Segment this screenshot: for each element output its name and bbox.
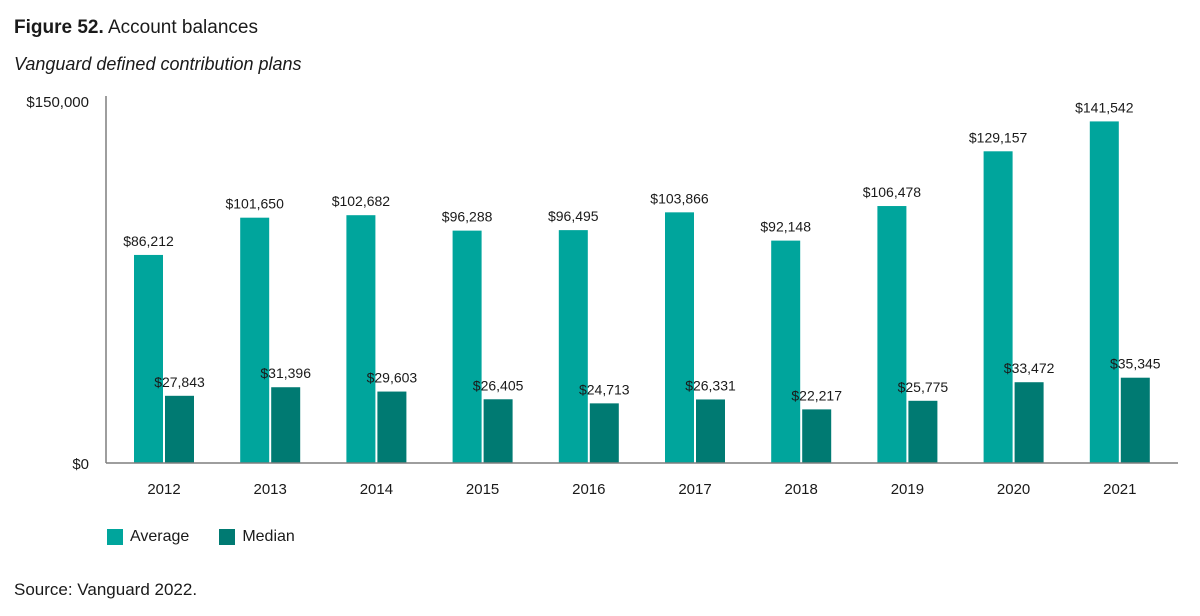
data-label-median: $31,396 [260, 365, 311, 381]
bar-median [802, 409, 832, 463]
y-tick-label: $0 [72, 456, 89, 473]
bar-median [483, 399, 513, 463]
legend-swatch-average [107, 529, 123, 545]
data-label-median: $33,472 [1004, 360, 1055, 376]
legend-label-median: Median [242, 528, 295, 545]
data-label-average: $106,478 [863, 184, 922, 200]
data-label-average: $86,212 [123, 233, 174, 249]
x-tick-label: 2019 [891, 481, 924, 498]
data-label-median: $26,331 [685, 377, 736, 393]
bar-median [1014, 382, 1044, 463]
data-label-average: $129,157 [969, 129, 1028, 145]
bar-average [877, 206, 907, 464]
data-label-median: $25,775 [898, 379, 949, 395]
y-tick-label: $150,000 [26, 94, 89, 111]
data-label-average: $102,682 [332, 193, 391, 209]
legend-item-average: Average [107, 528, 189, 546]
data-label-average: $92,148 [760, 219, 811, 235]
data-label-median: $24,713 [579, 381, 630, 397]
bar-median [696, 399, 725, 463]
data-label-median: $26,405 [473, 377, 524, 393]
x-tick-label: 2012 [147, 481, 180, 498]
bar-median [1120, 377, 1150, 463]
legend-label-average: Average [130, 528, 190, 545]
data-label-average: $96,495 [548, 208, 599, 224]
data-label-average: $101,650 [225, 196, 284, 212]
x-tick-label: 2015 [466, 481, 499, 498]
legend-swatch-median [219, 529, 236, 545]
x-tick-label: 2014 [360, 481, 393, 498]
data-label-average: $141,542 [1075, 99, 1134, 115]
bar-average [134, 254, 163, 463]
data-label-median: $35,345 [1110, 356, 1161, 372]
legend-item-median: Median [219, 528, 295, 546]
bar-average [452, 230, 482, 463]
data-label-median: $22,217 [791, 387, 842, 403]
bar-median [271, 387, 301, 463]
bar-average [983, 151, 1013, 464]
data-label-median: $29,603 [367, 370, 418, 386]
bar-average [1089, 121, 1119, 463]
bar-median [589, 403, 619, 463]
x-tick-label: 2016 [572, 481, 605, 498]
bar-median [165, 395, 194, 463]
data-label-average: $103,866 [650, 190, 709, 206]
x-tick-label: 2018 [785, 481, 818, 498]
figure-number: Figure 52. [14, 17, 104, 38]
bar-average [346, 215, 376, 463]
figure-title-text: Account balances [107, 17, 258, 38]
chart-legend: Average Median [107, 528, 325, 546]
figure-title: Figure 52. Account balances [14, 16, 258, 40]
bar-average [665, 212, 694, 463]
figure-subtitle: Vanguard defined contribution plans [14, 54, 302, 74]
source-note: Source: Vanguard 2022. [14, 580, 198, 599]
bar-average [240, 217, 270, 463]
data-label-average: $96,288 [442, 209, 493, 225]
bar-median [377, 391, 407, 463]
x-tick-label: 2017 [678, 481, 711, 498]
x-tick-label: 2020 [997, 481, 1030, 498]
x-tick-label: 2021 [1103, 481, 1136, 498]
bar-median [908, 400, 938, 463]
bar-average [558, 230, 588, 463]
bar-average [771, 240, 801, 463]
data-label-median: $27,843 [154, 374, 205, 390]
x-tick-label: 2013 [254, 481, 287, 498]
